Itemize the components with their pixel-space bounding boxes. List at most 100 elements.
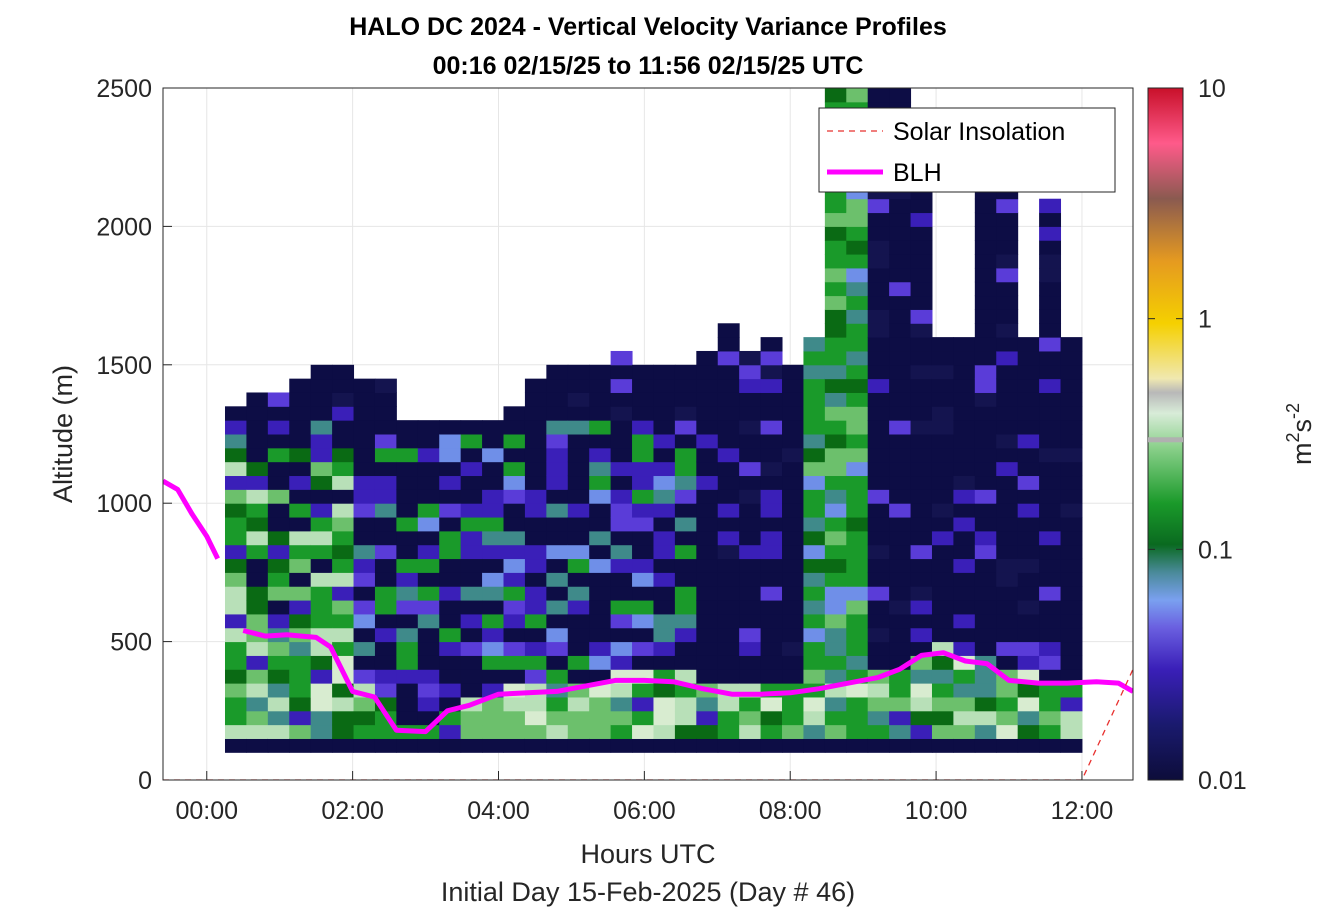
heatmap-cell (824, 572, 847, 587)
heatmap-cell (910, 406, 933, 421)
heatmap-cell (1060, 696, 1083, 712)
heatmap-cell (953, 489, 976, 504)
heatmap-cell (824, 517, 847, 532)
heatmap-cell (889, 613, 912, 629)
heatmap-cell (460, 613, 483, 629)
heatmap-cell (310, 696, 333, 712)
heatmap-cell (739, 724, 762, 739)
heatmap-cell (224, 738, 247, 753)
heatmap-cell (889, 337, 912, 352)
heatmap-cell (332, 586, 355, 601)
heatmap-cell (396, 683, 419, 698)
heatmap-cell (974, 295, 997, 310)
heatmap-cell (674, 461, 697, 477)
heatmap-cell (846, 489, 869, 504)
heatmap-cell (417, 738, 440, 753)
heatmap-cell (760, 710, 783, 726)
heatmap-cell (524, 378, 547, 393)
heatmap-cell (1060, 572, 1083, 587)
heatmap-cell (267, 572, 290, 587)
x-axis-label: Hours UTC (580, 839, 715, 869)
heatmap-cell (310, 558, 333, 573)
heatmap-cell (289, 683, 312, 698)
heatmap-cell (889, 434, 912, 449)
heatmap-cell (1039, 475, 1062, 490)
heatmap-cell (1017, 364, 1040, 380)
heatmap-cell (1017, 586, 1040, 601)
heatmap-cell (439, 475, 462, 490)
heatmap-cell (246, 655, 269, 670)
heatmap-cell (567, 586, 590, 601)
heatmap-cell (353, 475, 376, 490)
colorbar-tick-label: 10 (1198, 75, 1226, 103)
heatmap-cell (353, 572, 376, 587)
heatmap-cell (739, 489, 762, 504)
heatmap-cell (460, 544, 483, 560)
heatmap-cell (567, 627, 590, 643)
heatmap-cell (824, 309, 847, 324)
heatmap-cell (632, 364, 654, 380)
heatmap-cell (310, 392, 333, 407)
heatmap-cell (760, 350, 783, 366)
heatmap-cell (289, 738, 312, 753)
heatmap-cell (953, 669, 976, 684)
heatmap-cell (332, 434, 355, 449)
heatmap-cell (374, 406, 397, 421)
heatmap-cell (846, 295, 869, 310)
heatmap-cell (996, 724, 1019, 739)
heatmap-cell (846, 447, 869, 463)
heatmap-cell (246, 544, 269, 560)
heatmap-cell (224, 655, 247, 670)
heatmap-cell (696, 517, 719, 532)
heatmap-cell (417, 613, 440, 629)
heatmap-cell (696, 434, 719, 449)
heatmap-cell (846, 392, 869, 407)
heatmap-cell (482, 530, 505, 546)
heatmap-cell (567, 558, 590, 573)
heatmap-cell (482, 461, 505, 477)
heatmap-cell (867, 267, 890, 283)
heatmap-cell (224, 724, 247, 739)
heatmap-cell (1060, 517, 1083, 532)
heatmap-cell (246, 613, 269, 629)
heatmap-cell (824, 696, 847, 712)
heatmap-cell (717, 350, 740, 366)
heatmap-cell (782, 503, 804, 518)
heatmap-cell (546, 406, 569, 421)
heatmap-cell (739, 378, 762, 393)
heatmap-cell (696, 710, 719, 726)
heatmap-cell (867, 226, 890, 241)
heatmap-cell (1039, 309, 1062, 324)
heatmap-cell (289, 475, 312, 490)
heatmap-cell (1017, 461, 1040, 477)
heatmap-cell (717, 655, 740, 670)
heatmap-cell (996, 683, 1019, 698)
heatmap-cell (589, 420, 612, 435)
heatmap-cell (589, 447, 612, 463)
heatmap-cell (782, 447, 804, 463)
heatmap-cell (267, 420, 290, 435)
heatmap-cell (931, 378, 954, 393)
heatmap-cell (803, 434, 826, 449)
heatmap-cell (439, 738, 462, 753)
heatmap-cell (974, 503, 997, 518)
heatmap-cell (332, 641, 355, 656)
heatmap-cell (1017, 475, 1040, 490)
heatmap-cell (1017, 738, 1040, 753)
heatmap-cell (1039, 503, 1062, 518)
heatmap-cell (246, 683, 269, 698)
heatmap-cell (889, 323, 912, 338)
heatmap-cell (953, 517, 976, 532)
heatmap-cell (910, 503, 933, 518)
heatmap-cell (889, 309, 912, 324)
heatmap-cell (824, 641, 847, 656)
heatmap-cell (374, 586, 397, 601)
heatmap-cell (974, 489, 997, 504)
heatmap-cell (439, 586, 462, 601)
heatmap-cell (1039, 240, 1062, 255)
heatmap-cell (396, 669, 419, 684)
heatmap-cell (589, 364, 612, 380)
heatmap-cell (546, 517, 569, 532)
heatmap-cell (417, 558, 440, 573)
heatmap-cell (310, 600, 333, 615)
